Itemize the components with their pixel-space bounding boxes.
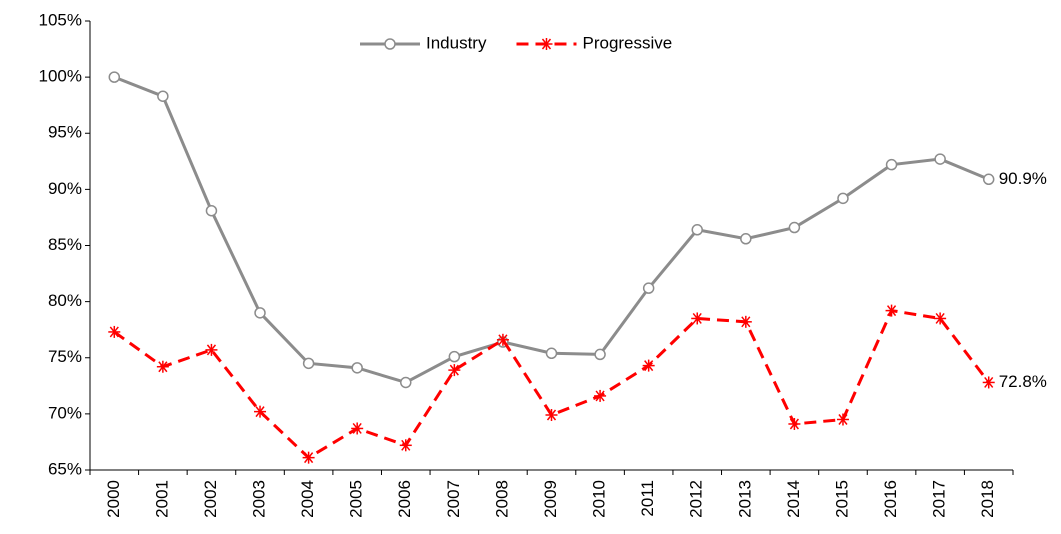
x-tick-label: 2005: [347, 480, 366, 518]
point: [788, 221, 801, 234]
x-tick-label: 2018: [978, 480, 997, 518]
y-tick-label: 70%: [48, 403, 82, 422]
point: [156, 360, 169, 373]
y-tick-label: 65%: [48, 459, 82, 478]
point: [836, 413, 849, 426]
point: [496, 333, 509, 346]
point: [399, 439, 412, 452]
point: [642, 359, 655, 372]
point: [108, 71, 121, 83]
point: [108, 325, 121, 338]
series-line: [113, 75, 990, 385]
point: [157, 90, 169, 102]
legend-marker: [384, 38, 396, 50]
x-tick-label: 2006: [395, 480, 414, 518]
point: [205, 343, 218, 356]
point: [545, 347, 558, 360]
x-tick-label: 2004: [298, 480, 317, 518]
point: [302, 451, 315, 464]
point: [691, 224, 703, 236]
point: [351, 362, 363, 374]
x-tick-label: 2014: [784, 480, 803, 518]
x-tick-label: 2015: [832, 480, 851, 518]
point: [594, 348, 606, 361]
x-tick-label: 2016: [881, 480, 900, 518]
y-tick-label: 85%: [48, 235, 82, 254]
x-tick-label: 2009: [541, 480, 560, 518]
point: [448, 364, 461, 377]
x-tick-label: 2017: [930, 480, 949, 518]
point: [740, 233, 752, 245]
point: [788, 417, 801, 430]
x-tick-label: 2000: [104, 480, 123, 518]
point: [254, 307, 266, 319]
series-line: [113, 308, 990, 460]
point: [982, 173, 995, 186]
y-tick-label: 90%: [48, 179, 82, 198]
point: [642, 282, 655, 294]
y-tick-label: 75%: [48, 347, 82, 366]
x-tick-label: 2002: [201, 480, 220, 518]
legend-marker: [540, 38, 553, 50]
point: [205, 204, 218, 217]
x-tick-label: 2008: [492, 480, 511, 518]
point: [302, 357, 315, 370]
point: [885, 158, 898, 171]
point: [885, 304, 898, 317]
point: [934, 153, 946, 165]
x-tick-label: 2013: [735, 480, 754, 518]
y-tick-label: 100%: [39, 67, 82, 86]
y-tick-label: 95%: [48, 123, 82, 142]
point: [351, 422, 364, 435]
point: [400, 376, 412, 389]
x-tick-label: 2007: [444, 480, 463, 518]
point: [254, 405, 267, 418]
point: [448, 350, 461, 363]
point: [739, 315, 752, 328]
x-tick-label: 2012: [687, 480, 706, 518]
point: [594, 389, 607, 402]
legend-label: Industry: [426, 33, 487, 52]
point: [837, 192, 849, 205]
x-tick-label: 2001: [152, 480, 171, 518]
point: [545, 408, 558, 421]
data-label: 72.8%: [999, 372, 1047, 391]
data-label: 90.9%: [999, 169, 1047, 188]
y-tick-label: 105%: [39, 10, 82, 29]
x-tick-label: 2011: [638, 480, 657, 517]
x-tick-label: 2003: [250, 480, 269, 518]
point: [934, 312, 947, 325]
point: [982, 376, 995, 389]
x-tick-label: 2010: [590, 480, 609, 518]
y-tick-label: 80%: [48, 291, 82, 310]
legend-label: Progressive: [582, 33, 672, 52]
point: [691, 312, 704, 325]
